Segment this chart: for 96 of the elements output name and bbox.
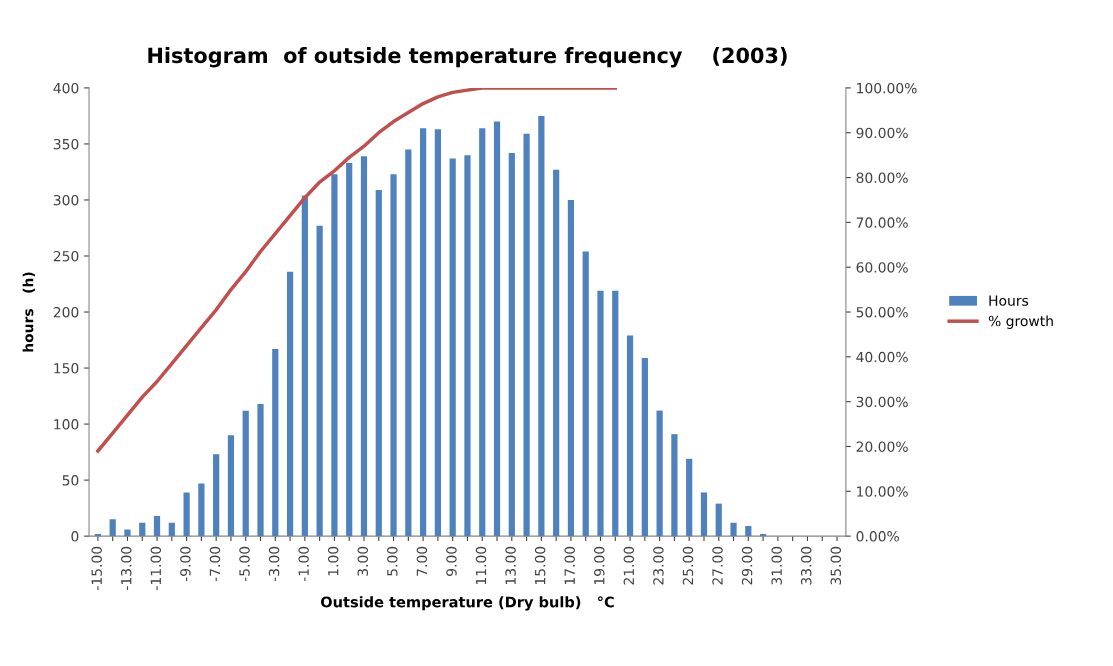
y2-tick-label: 70.00% [856, 217, 908, 228]
y2-tick-label: 0.00% [856, 531, 899, 542]
x-tick-label: -9.00 [180, 546, 191, 582]
bar [700, 492, 708, 537]
bar [390, 174, 397, 537]
y-tick-label: 200 [53, 306, 79, 318]
x-tick-label: -11.00 [150, 546, 162, 590]
legend-label: Hours [989, 295, 1029, 306]
bar [257, 403, 264, 537]
bar [582, 251, 589, 537]
bar [508, 152, 515, 537]
x-tick-label: 5.00 [387, 546, 398, 576]
x-tick-label: 9.00 [446, 546, 457, 576]
bar [109, 519, 116, 537]
bar [612, 290, 619, 537]
y2-tick-label: 10.00% [857, 486, 908, 497]
bar [198, 483, 205, 537]
y2-tick-label: 80.00% [856, 172, 908, 184]
bar [331, 174, 338, 537]
y-tick-label: 300 [53, 194, 79, 206]
x-tick-label: -15.00 [91, 546, 102, 590]
y2-tick-label: 20.00% [856, 441, 908, 452]
bar [434, 129, 441, 537]
bar [124, 529, 131, 537]
x-tick-label: 23.00 [653, 546, 664, 585]
x-tick-label: 17.00 [564, 546, 575, 585]
bar [493, 121, 501, 537]
x-tick-label: -5.00 [239, 546, 250, 582]
bar [183, 492, 190, 537]
x-tick-label: 13.00 [505, 546, 516, 585]
x-tick-label: 7.00 [416, 546, 428, 576]
bar [686, 458, 693, 537]
y2-tick-label: 30.00% [856, 396, 908, 408]
y-tick-label: 250 [53, 250, 79, 262]
bar [242, 410, 249, 537]
y2-tick-label: 60.00% [856, 262, 908, 273]
bar [523, 133, 530, 537]
x-tick-label: 33.00 [800, 546, 812, 585]
bar [316, 225, 323, 537]
x-tick-label: 15.00 [534, 546, 546, 585]
bar [286, 271, 294, 537]
bar [626, 335, 634, 537]
bar [375, 189, 382, 537]
bar [227, 435, 235, 537]
x-tick-label: 35.00 [830, 546, 842, 585]
bar [153, 515, 161, 537]
y2-tick-label: 100.00% [857, 82, 917, 94]
x-tick-label: 27.00 [712, 546, 723, 585]
bar [346, 162, 353, 537]
x-tick-label: 3.00 [357, 546, 369, 576]
y2-tick-label: 40.00% [856, 351, 908, 363]
bar [168, 522, 175, 537]
line-series [96, 87, 618, 453]
y-tick-label: 0 [71, 531, 79, 542]
bar [715, 503, 722, 537]
bar [730, 522, 737, 537]
y-axis-title: hours (h) [22, 272, 35, 352]
bar [139, 522, 146, 537]
bar [597, 290, 604, 537]
y-tick-label: 150 [54, 363, 79, 374]
y-tick-label: 350 [53, 138, 79, 150]
x-axis-title: Outside temperature (Dry bulb) °C [320, 596, 614, 611]
bar [405, 149, 412, 537]
y2-tick-label: 90.00% [856, 127, 908, 139]
x-tick-label: -1.00 [298, 546, 309, 582]
x-tick-label: 29.00 [741, 546, 753, 585]
y2-tick-label: 50.00% [856, 306, 908, 318]
bar [301, 195, 308, 537]
bar [656, 410, 663, 537]
x-tick-label: 21.00 [623, 546, 635, 585]
bar [479, 128, 486, 537]
bar [464, 155, 471, 537]
legend-label: % growth [988, 315, 1053, 329]
bar [538, 115, 545, 537]
y-tick-label: 100 [54, 419, 79, 430]
bar [449, 158, 456, 537]
y-tick-label: 400 [53, 82, 79, 94]
x-tick-label: 1.00 [327, 546, 339, 576]
x-tick-label: -3.00 [268, 546, 280, 582]
chart-title: Histogram of outside temperature frequency (2003) [148, 47, 787, 68]
bar [671, 434, 678, 537]
x-tick-label: 31.00 [771, 546, 782, 585]
x-tick-label: -13.00 [121, 546, 132, 590]
x-tick-label: -7.00 [209, 546, 221, 582]
y-tick-label: 50 [62, 475, 79, 486]
bar [745, 526, 752, 537]
x-tick-label: 11.00 [475, 546, 487, 585]
bar [272, 349, 279, 537]
x-tick-label: 19.00 [594, 546, 605, 585]
bar [567, 199, 575, 537]
bar [360, 156, 368, 537]
bar [213, 454, 220, 537]
bar [420, 128, 427, 537]
x-tick-label: 25.00 [682, 546, 694, 585]
bar [553, 169, 560, 537]
bar [641, 357, 648, 537]
